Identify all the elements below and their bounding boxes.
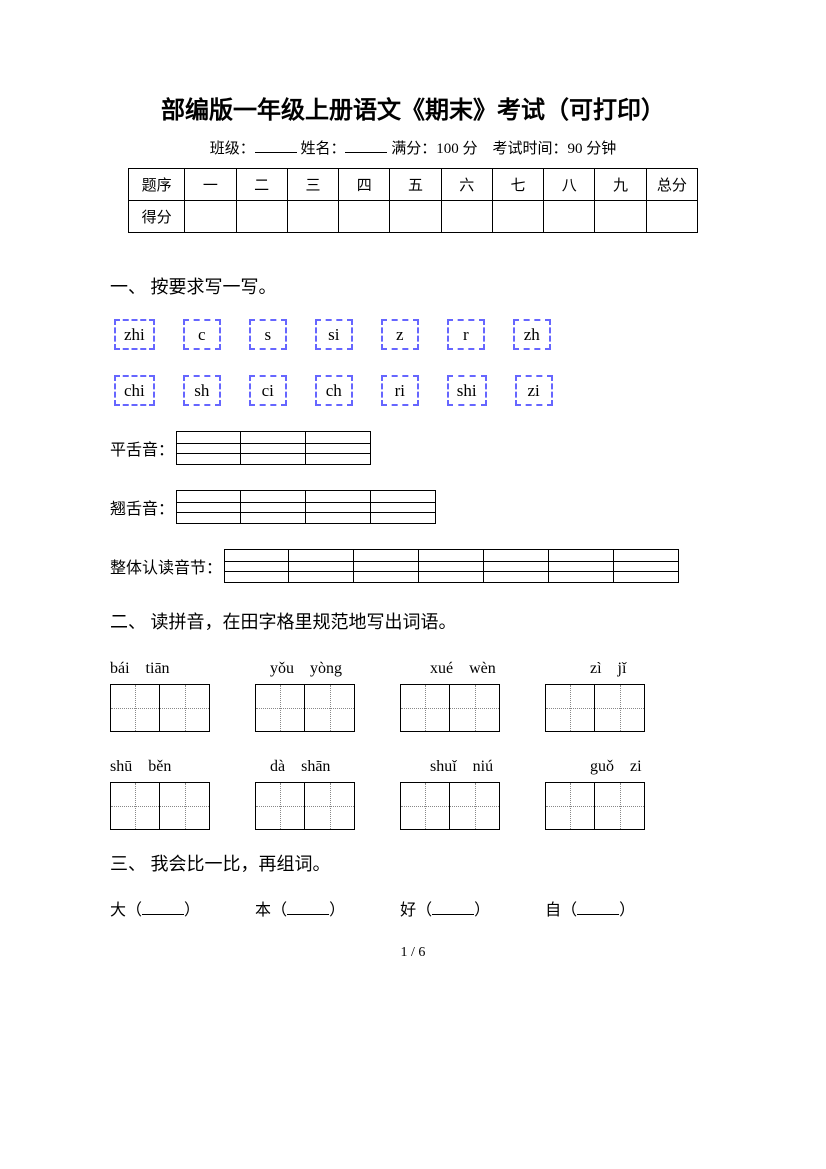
pinyin-word-row-1: bái tiān yǒu yòng xué wèn zì jǐ <box>110 654 716 678</box>
score-header-cell: 四 <box>339 169 390 201</box>
curled-sound-label: 翘舌音： <box>110 495 174 519</box>
compose-item: 好（） <box>400 896 490 920</box>
pinyin-word: bái tiān <box>110 654 215 678</box>
score-cell[interactable] <box>287 201 338 233</box>
curled-sound-grid[interactable] <box>176 490 436 524</box>
score-header-cell: 三 <box>287 169 338 201</box>
tianzi-pair[interactable] <box>110 782 210 830</box>
time-value: 90 分钟 <box>568 141 617 157</box>
compose-row: 大（） 本（） 好（） 自（） <box>110 896 716 920</box>
tianzi-pair[interactable] <box>110 684 210 732</box>
pinyin-box: ri <box>381 375 419 406</box>
score-header-cell: 二 <box>236 169 287 201</box>
compose-blank[interactable] <box>142 903 184 915</box>
tianzi-pair[interactable] <box>400 782 500 830</box>
tianzi-pair[interactable] <box>255 782 355 830</box>
fullscore-value: 100 分 <box>436 141 477 157</box>
score-cell[interactable] <box>236 201 287 233</box>
section1-heading: 一、 按要求写一写。 <box>110 273 716 299</box>
pinyin-box: z <box>381 319 419 350</box>
score-header-cell: 五 <box>390 169 441 201</box>
pinyin-box: ci <box>249 375 287 406</box>
whole-syllable-grid[interactable] <box>224 549 679 583</box>
section2-heading: 二、 读拼音，在田字格里规范地写出词语。 <box>110 608 716 634</box>
compose-blank[interactable] <box>287 903 329 915</box>
pinyin-box: zhi <box>114 319 155 350</box>
page-footer: 1 / 6 <box>110 945 716 961</box>
tianzi-pair[interactable] <box>255 684 355 732</box>
fullscore-label: 满分： <box>391 141 436 157</box>
score-cell[interactable] <box>390 201 441 233</box>
name-blank[interactable] <box>345 139 387 153</box>
curled-sound-row: 翘舌音： <box>110 490 716 524</box>
tianzi-row-2 <box>110 782 716 830</box>
pinyin-word: zì jǐ <box>590 654 695 678</box>
score-cell[interactable] <box>595 201 646 233</box>
score-header-cell: 题序 <box>129 169 185 201</box>
score-header-cell: 九 <box>595 169 646 201</box>
pinyin-word-row-2: shū běn dà shān shuǐ niú guǒ zi <box>110 752 716 776</box>
pinyin-word: shū běn <box>110 752 215 776</box>
whole-syllable-label: 整体认读音节： <box>110 554 222 578</box>
pinyin-box: c <box>183 319 221 350</box>
pinyin-box: zi <box>515 375 553 406</box>
compose-blank[interactable] <box>432 903 474 915</box>
score-header-cell: 总分 <box>646 169 697 201</box>
flat-sound-grid[interactable] <box>176 431 371 465</box>
tianzi-row-1 <box>110 684 716 732</box>
score-header-cell: 七 <box>492 169 543 201</box>
class-label: 班级： <box>210 141 255 157</box>
flat-sound-label: 平舌音： <box>110 436 174 460</box>
section3-heading: 三、 我会比一比，再组词。 <box>110 850 716 876</box>
score-cell[interactable] <box>339 201 390 233</box>
pinyin-word: dà shān <box>270 752 375 776</box>
time-label: 考试时间： <box>493 141 568 157</box>
exam-title: 部编版一年级上册语文《期末》考试（可打印） <box>110 90 716 125</box>
compose-item: 大（） <box>110 896 200 920</box>
score-header-cell: 八 <box>544 169 595 201</box>
pinyin-box: ch <box>315 375 353 406</box>
compose-item: 本（） <box>255 896 345 920</box>
pinyin-box: si <box>315 319 353 350</box>
pinyin-row-1: zhi c s si z r zh <box>114 319 716 350</box>
score-row-label: 得分 <box>129 201 185 233</box>
tianzi-pair[interactable] <box>545 684 645 732</box>
pinyin-word: xué wèn <box>430 654 535 678</box>
score-value-row: 得分 <box>129 201 698 233</box>
pinyin-box: zh <box>513 319 551 350</box>
class-blank[interactable] <box>255 139 297 153</box>
score-cell[interactable] <box>185 201 236 233</box>
pinyin-box: s <box>249 319 287 350</box>
pinyin-box: sh <box>183 375 221 406</box>
score-cell[interactable] <box>441 201 492 233</box>
score-header-cell: 六 <box>441 169 492 201</box>
score-cell[interactable] <box>544 201 595 233</box>
flat-sound-row: 平舌音： <box>110 431 716 465</box>
compose-blank[interactable] <box>577 903 619 915</box>
score-table: 题序 一 二 三 四 五 六 七 八 九 总分 得分 <box>128 168 698 233</box>
pinyin-word: shuǐ niú <box>430 752 535 776</box>
pinyin-box: chi <box>114 375 155 406</box>
compose-item: 自（） <box>545 896 635 920</box>
exam-info-line: 班级： 姓名： 满分：100 分 考试时间：90 分钟 <box>110 137 716 158</box>
pinyin-word: yǒu yòng <box>270 654 375 678</box>
score-cell[interactable] <box>646 201 697 233</box>
whole-syllable-row: 整体认读音节： <box>110 549 716 583</box>
name-label: 姓名： <box>300 141 345 157</box>
tianzi-pair[interactable] <box>545 782 645 830</box>
pinyin-word: guǒ zi <box>590 752 695 776</box>
tianzi-pair[interactable] <box>400 684 500 732</box>
pinyin-row-2: chi sh ci ch ri shi zi <box>114 375 716 406</box>
score-header-cell: 一 <box>185 169 236 201</box>
pinyin-box: shi <box>447 375 487 406</box>
pinyin-box: r <box>447 319 485 350</box>
score-cell[interactable] <box>492 201 543 233</box>
score-header-row: 题序 一 二 三 四 五 六 七 八 九 总分 <box>129 169 698 201</box>
